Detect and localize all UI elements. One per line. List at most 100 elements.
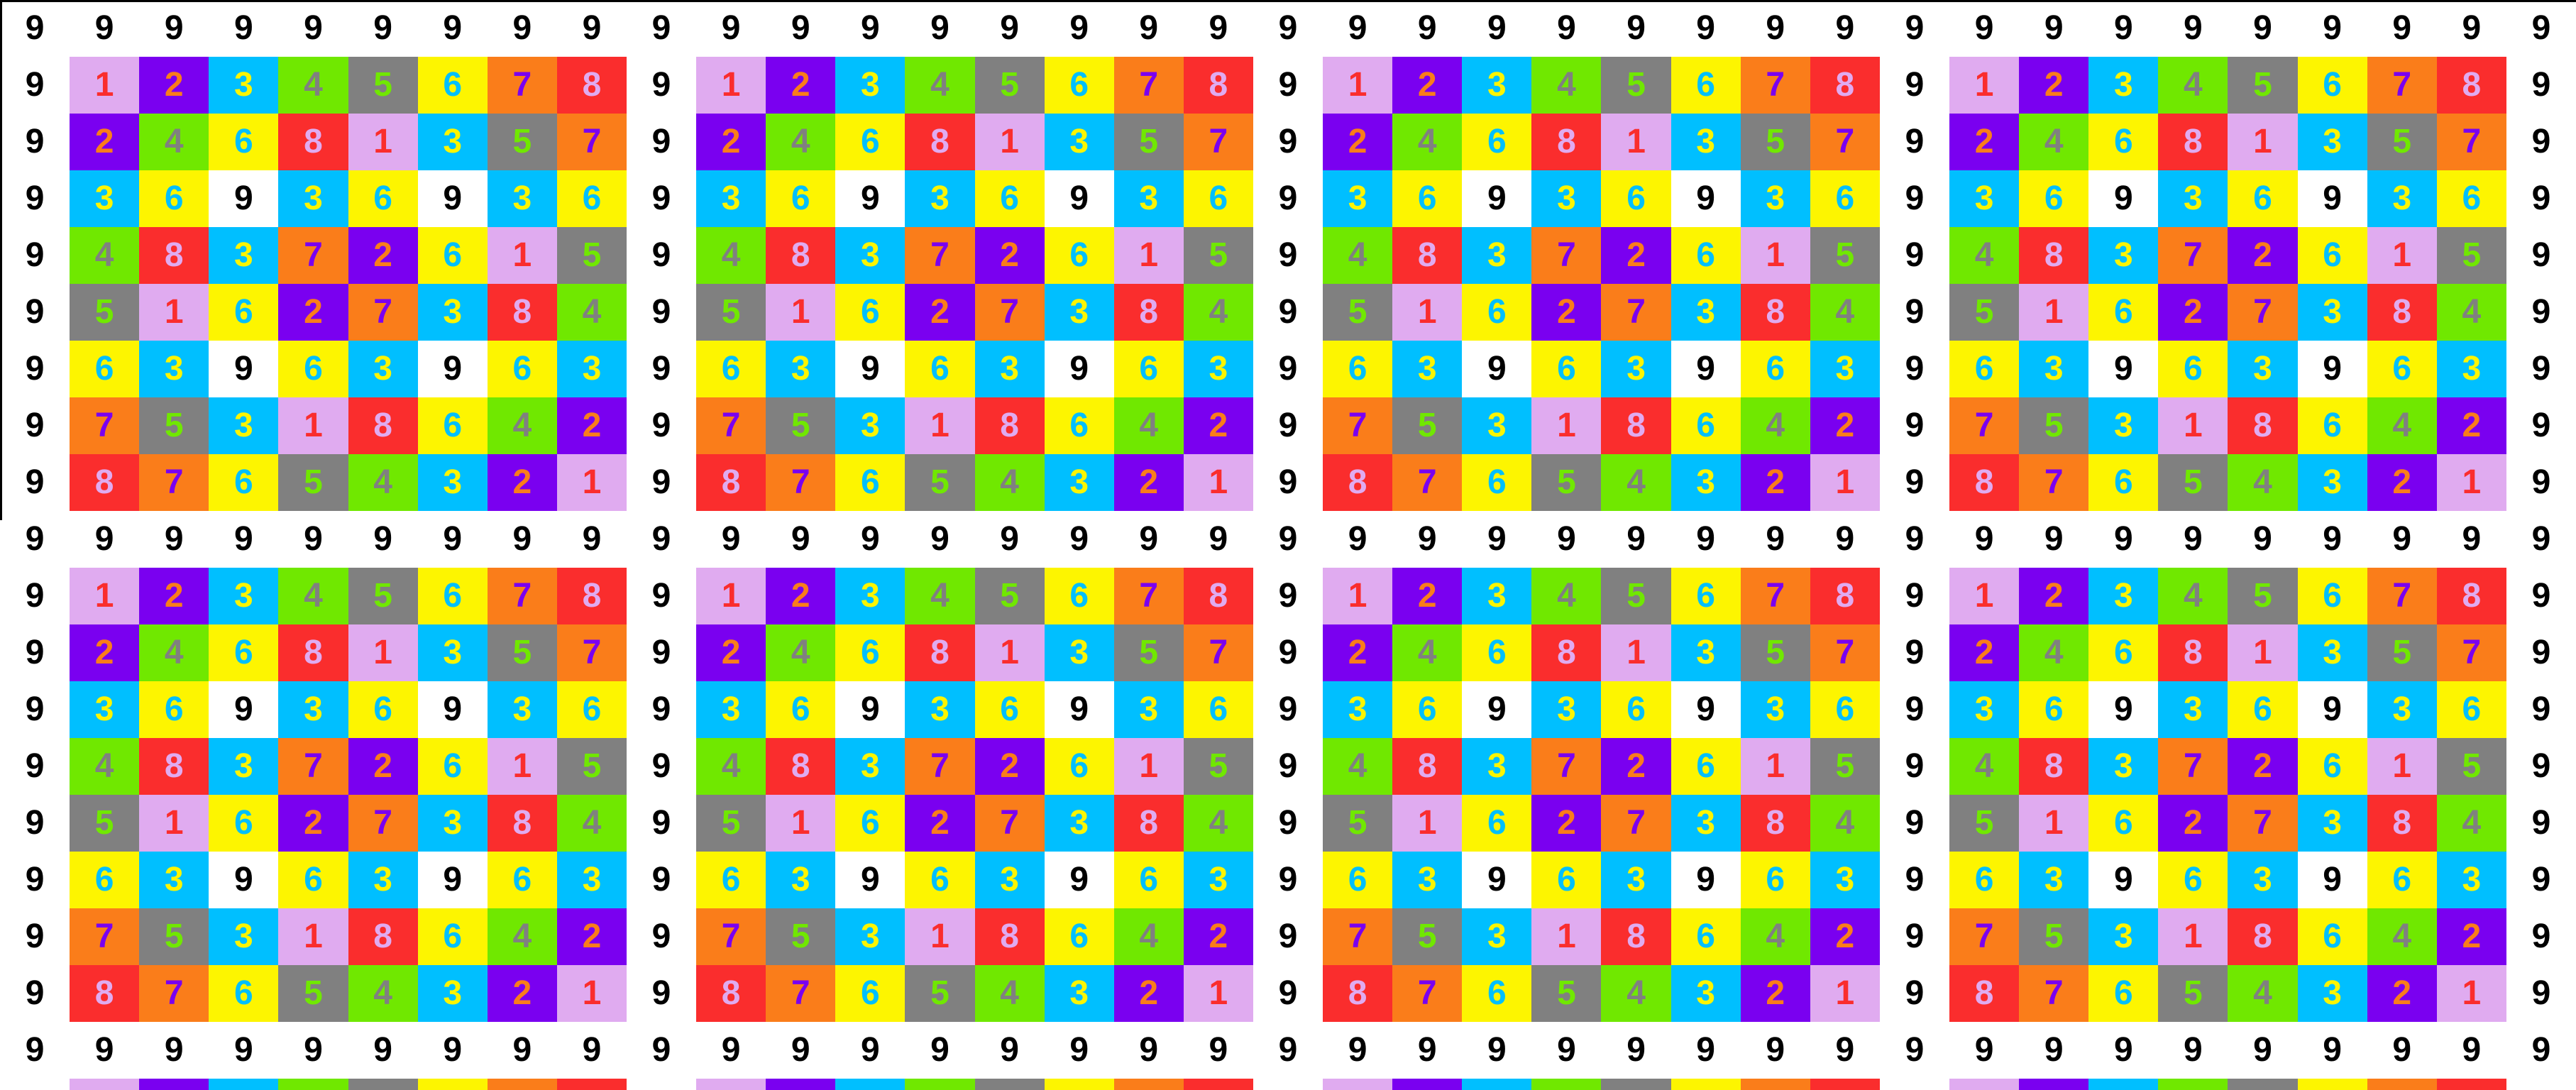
- grid-cell-nine: 9: [1601, 1022, 1671, 1079]
- grid-cell-3: 3: [1044, 114, 1114, 170]
- grid-cell-3: 3: [2297, 624, 2367, 681]
- grid-cell-nine: 9: [2436, 1022, 2506, 1079]
- grid-cell-nine: 9: [1044, 852, 1114, 908]
- grid-cell-7: 7: [1392, 965, 1463, 1022]
- grid-cell-7: 7: [348, 795, 418, 852]
- grid-cell-6: 6: [209, 114, 279, 170]
- grid-cell-2: 2: [1113, 965, 1184, 1022]
- grid-cell-6: 6: [348, 170, 418, 227]
- grid-cell-2: 2: [2228, 227, 2298, 284]
- grid-cell-nine: 9: [0, 908, 70, 965]
- grid-cell-nine: 9: [209, 170, 279, 227]
- grid-cell-nine: 9: [1253, 454, 1323, 511]
- grid-cell-nine: 9: [1949, 0, 2020, 57]
- grid-cell-8: 8: [1810, 57, 1880, 114]
- grid-cell-5: 5: [2019, 397, 2089, 454]
- grid-cell-6: 6: [2088, 624, 2159, 681]
- grid-cell-nine: 9: [626, 738, 697, 795]
- grid-cell-nine: 9: [2506, 511, 2576, 568]
- grid-cell-2: 2: [1183, 908, 1253, 965]
- grid-cell-5: 5: [974, 568, 1045, 624]
- grid-cell-3: 3: [2088, 397, 2159, 454]
- grid-cell-1: 1: [2228, 624, 2298, 681]
- grid-cell-nine: 9: [70, 511, 140, 568]
- grid-cell-2: 2: [696, 114, 766, 170]
- grid-cell-1: 1: [139, 795, 209, 852]
- grid-cell-2: 2: [1601, 738, 1671, 795]
- grid-cell-3: 3: [1670, 114, 1741, 170]
- grid-cell-8: 8: [2228, 397, 2298, 454]
- grid-cell-nine: 9: [278, 511, 348, 568]
- grid-cell-8: 8: [556, 1079, 627, 1090]
- grid-cell-2: 2: [278, 284, 348, 341]
- grid-cell-5: 5: [696, 795, 766, 852]
- grid-cell-3: 3: [209, 57, 279, 114]
- grid-cell-nine: 9: [1531, 1022, 1602, 1079]
- grid-cell-8: 8: [1740, 284, 1810, 341]
- grid-cell-nine: 9: [1183, 0, 1253, 57]
- grid-cell-nine: 9: [1740, 1022, 1810, 1079]
- grid-cell-nine: 9: [2506, 908, 2576, 965]
- grid-cell-nine: 9: [2506, 1022, 2576, 1079]
- grid-cell-nine: 9: [626, 511, 697, 568]
- grid-cell-nine: 9: [2297, 852, 2367, 908]
- grid-cell-3: 3: [1462, 57, 1532, 114]
- grid-cell-3: 3: [835, 738, 906, 795]
- grid-cell-3: 3: [1601, 852, 1671, 908]
- grid-cell-1: 1: [1740, 227, 1810, 284]
- grid-cell-nine: 9: [1879, 681, 1950, 738]
- grid-cell-7: 7: [2367, 568, 2437, 624]
- grid-cell-4: 4: [556, 795, 627, 852]
- grid-cell-nine: 9: [0, 568, 70, 624]
- grid-cell-1: 1: [1323, 568, 1393, 624]
- grid-cell-nine: 9: [1601, 511, 1671, 568]
- grid-cell-2: 2: [1740, 454, 1810, 511]
- grid-cell-nine: 9: [0, 852, 70, 908]
- grid-cell-nine: 9: [974, 1022, 1045, 1079]
- grid-cell-nine: 9: [1392, 1022, 1463, 1079]
- grid-cell-nine: 9: [1879, 227, 1950, 284]
- grid-cell-nine: 9: [0, 738, 70, 795]
- grid-cell-5: 5: [348, 57, 418, 114]
- grid-cell-nine: 9: [417, 1022, 488, 1079]
- grid-cell-nine: 9: [905, 511, 975, 568]
- grid-cell-4: 4: [2436, 284, 2506, 341]
- grid-cell-nine: 9: [1323, 0, 1393, 57]
- grid-cell-2: 2: [1601, 227, 1671, 284]
- grid-cell-2: 2: [905, 284, 975, 341]
- grid-cell-6: 6: [1670, 227, 1741, 284]
- grid-cell-6: 6: [2297, 738, 2367, 795]
- grid-cell-nine: 9: [1183, 1022, 1253, 1079]
- grid-cell-4: 4: [556, 284, 627, 341]
- grid-cell-3: 3: [1531, 170, 1602, 227]
- grid-cell-6: 6: [487, 852, 557, 908]
- grid-cell-nine: 9: [2367, 1022, 2437, 1079]
- grid-cell-6: 6: [2019, 170, 2089, 227]
- grid-cell-7: 7: [696, 908, 766, 965]
- grid-cell-4: 4: [2436, 795, 2506, 852]
- grid-cell-nine: 9: [1253, 397, 1323, 454]
- grid-cell-6: 6: [1740, 852, 1810, 908]
- grid-cell-3: 3: [2297, 795, 2367, 852]
- grid-cell-nine: 9: [2228, 0, 2298, 57]
- grid-cell-6: 6: [348, 681, 418, 738]
- grid-cell-1: 1: [2158, 908, 2228, 965]
- grid-cell-nine: 9: [0, 795, 70, 852]
- grid-cell-1: 1: [1740, 738, 1810, 795]
- grid-cell-6: 6: [974, 170, 1045, 227]
- grid-cell-6: 6: [1462, 965, 1532, 1022]
- grid-cell-6: 6: [70, 852, 140, 908]
- grid-cell-3: 3: [2088, 908, 2159, 965]
- grid-cell-5: 5: [905, 965, 975, 1022]
- grid-cell-nine: 9: [2297, 170, 2367, 227]
- grid-cell-3: 3: [835, 1079, 906, 1090]
- grid-cell-3: 3: [766, 341, 836, 397]
- grid-cell-nine: 9: [1879, 114, 1950, 170]
- grid-cell-6: 6: [70, 341, 140, 397]
- grid-cell-nine: 9: [1879, 738, 1950, 795]
- grid-cell-nine: 9: [0, 1079, 70, 1090]
- grid-cell-5: 5: [1740, 624, 1810, 681]
- grid-cell-1: 1: [2436, 965, 2506, 1022]
- grid-cell-5: 5: [2436, 738, 2506, 795]
- grid-cell-6: 6: [2088, 965, 2159, 1022]
